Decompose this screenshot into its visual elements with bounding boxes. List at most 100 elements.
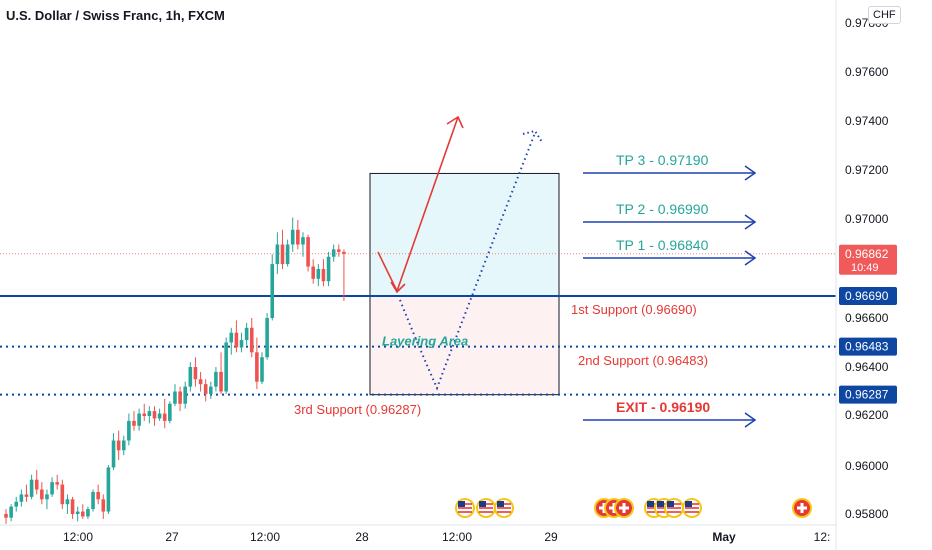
flag-canton	[647, 501, 654, 507]
price-axis[interactable]: 0.95800 0.96000 0.96200 0.96400 0.96600 0.970…	[835, 0, 897, 550]
candle	[183, 381, 187, 409]
candle	[147, 406, 152, 424]
candle	[321, 259, 326, 287]
candle-body	[280, 244, 285, 265]
flag-canton	[657, 501, 664, 507]
time-tick-label: 12:00	[442, 530, 472, 544]
candle	[224, 337, 228, 394]
candle-body	[91, 491, 95, 510]
candle	[101, 494, 106, 519]
candle	[214, 367, 218, 392]
us-event-icon[interactable]	[476, 498, 496, 518]
candle	[270, 254, 275, 321]
support-levels-group	[0, 253, 836, 396]
us-event-icon[interactable]	[455, 498, 475, 518]
candle	[326, 251, 331, 287]
candle	[40, 482, 44, 505]
candle-body	[301, 237, 305, 245]
candle-body	[4, 514, 8, 518]
candle-body	[255, 352, 259, 382]
candle	[29, 474, 34, 500]
candle	[132, 411, 136, 431]
time-tick-label: May	[712, 530, 736, 544]
support-price-tag-3: 0.96287	[845, 388, 889, 402]
target-arrow-head	[744, 165, 757, 181]
candle-body	[34, 479, 39, 490]
candle-body	[111, 440, 116, 468]
exit-label: EXIT - 0.96190	[616, 399, 710, 415]
candle-body	[96, 491, 100, 500]
candle	[260, 352, 264, 385]
flag-canton	[667, 501, 674, 507]
candle	[239, 332, 244, 353]
candle-body	[275, 244, 280, 265]
candle	[152, 406, 157, 426]
candle-body	[45, 494, 49, 500]
candle-body	[142, 413, 147, 416]
candle-body	[60, 484, 65, 505]
time-tick-label: 12:00	[250, 530, 280, 544]
candle	[34, 469, 39, 495]
candle-body	[14, 501, 19, 507]
candle-body	[101, 499, 106, 512]
candle-body	[65, 499, 70, 505]
current-price-value: 0.96862	[845, 247, 889, 261]
price-tick-label: 0.97400	[845, 114, 889, 128]
economic-events-group[interactable]	[455, 498, 812, 518]
chart-title: U.S. Dollar / Swiss Franc, 1h, FXCM	[6, 8, 225, 23]
candle	[50, 477, 54, 497]
current-price-tag-bg	[839, 244, 897, 275]
candle-body	[265, 318, 269, 358]
candle	[249, 318, 254, 358]
us-event-icon[interactable]	[494, 498, 514, 518]
support-price-tag-2: 0.96483	[845, 340, 889, 354]
time-axis[interactable]: 12:00 27 12:00 28 12:00 29 May 12:	[0, 524, 836, 544]
candle	[275, 232, 280, 274]
candle	[45, 489, 49, 510]
candle	[142, 403, 147, 421]
candle	[65, 494, 70, 514]
candle	[81, 504, 85, 519]
profit-zone	[369, 172, 560, 297]
candle	[4, 509, 8, 524]
candle-body	[168, 403, 172, 421]
candle	[188, 362, 193, 392]
candle-body	[81, 511, 85, 517]
bar-countdown: 10:49	[851, 262, 879, 274]
candle	[19, 489, 24, 507]
candle-body	[234, 332, 239, 348]
candle-body	[162, 413, 167, 421]
candle-body	[321, 269, 326, 282]
candle-body	[106, 467, 111, 512]
candle	[193, 357, 198, 387]
projection-arrow-head	[446, 115, 464, 129]
candle-body	[198, 379, 203, 385]
candle	[157, 408, 162, 421]
take-profit-label: TP 2 - 0.96990	[616, 201, 709, 217]
us-event-icon[interactable]	[664, 498, 684, 518]
candle-body	[29, 479, 34, 497]
candle	[337, 244, 341, 257]
candle	[55, 474, 59, 490]
flag-canton	[458, 501, 465, 507]
candle	[168, 401, 172, 424]
candle-body	[188, 367, 193, 387]
candle-body	[290, 229, 295, 245]
swiss-event-icon[interactable]	[614, 498, 634, 518]
us-event-icon[interactable]	[682, 498, 702, 518]
candle	[60, 479, 65, 510]
candle	[9, 504, 13, 522]
support-annotation-2: 2nd Support (0.96483)	[578, 353, 708, 368]
candle-body	[239, 340, 244, 348]
candle	[121, 435, 126, 456]
candle-body	[229, 332, 234, 343]
candle-body	[24, 494, 29, 497]
currency-button[interactable]: CHF	[868, 6, 901, 24]
layering-zone	[369, 295, 560, 396]
candle	[116, 430, 121, 461]
price-tick-label: 0.96000	[845, 459, 889, 473]
candle	[311, 259, 315, 284]
swiss-event-icon[interactable]	[792, 498, 812, 518]
take-profit-label: TP 3 - 0.97190	[616, 152, 709, 168]
